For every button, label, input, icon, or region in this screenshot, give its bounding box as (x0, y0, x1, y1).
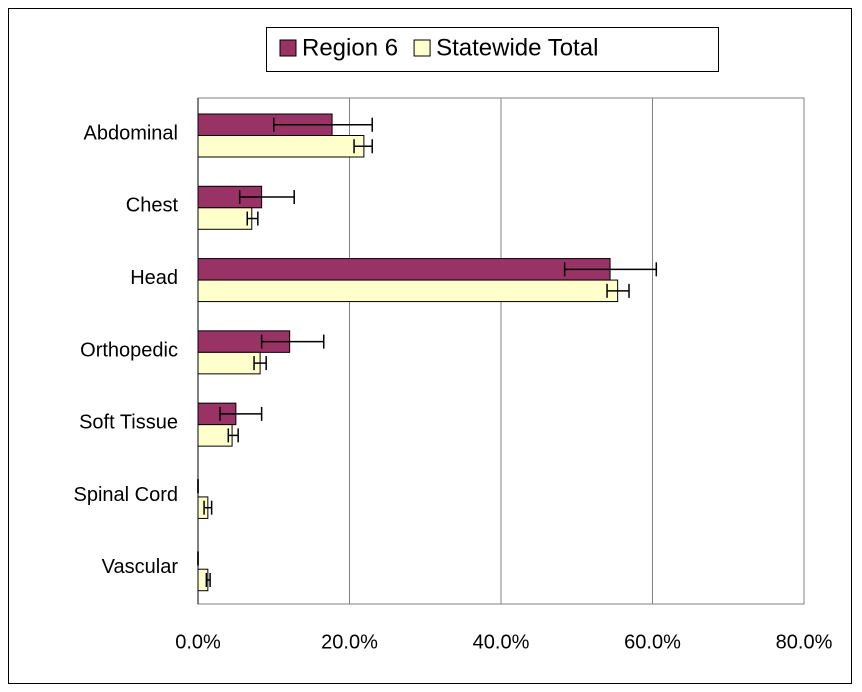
legend: Region 6 Statewide Total (266, 27, 719, 72)
chart-border (8, 8, 852, 684)
legend-swatch (413, 39, 431, 57)
bar (197, 207, 253, 230)
legend-box (266, 27, 719, 72)
legend-label: Statewide Total (436, 34, 598, 61)
x-tick-label: 80.0% (776, 631, 833, 653)
x-tick-label: 40.0% (473, 631, 530, 653)
error-bar (273, 117, 373, 132)
y-tick-label: Orthopedic (80, 339, 178, 361)
error-bar (606, 283, 630, 298)
bar (197, 135, 365, 158)
y-tick-label: Chest (126, 195, 179, 217)
error-bar (353, 139, 373, 154)
bar (197, 351, 261, 375)
error-bar (205, 572, 211, 587)
legend-label: Region 6 (302, 34, 398, 61)
error-bar (227, 428, 239, 443)
legend-swatch (279, 39, 297, 57)
bar (197, 258, 611, 281)
error-bar (253, 356, 267, 371)
error-bar (203, 500, 213, 515)
y-tick-label: Abdominal (83, 122, 178, 144)
bar (197, 279, 619, 303)
y-tick-label: Head (130, 267, 178, 289)
x-tick-label: 0.0% (175, 631, 221, 653)
error-bar (219, 406, 263, 421)
x-tick-label: 20.0% (321, 631, 378, 653)
y-tick-label: Soft Tissue (79, 412, 178, 434)
bar (197, 424, 233, 447)
error-bar (563, 262, 658, 277)
error-bar (246, 211, 259, 226)
x-tick-label: 60.0% (624, 631, 681, 653)
error-bar (260, 334, 325, 349)
error-bar (238, 190, 295, 205)
y-tick-label: Spinal Cord (73, 484, 178, 506)
y-tick-label: Vascular (102, 556, 179, 578)
